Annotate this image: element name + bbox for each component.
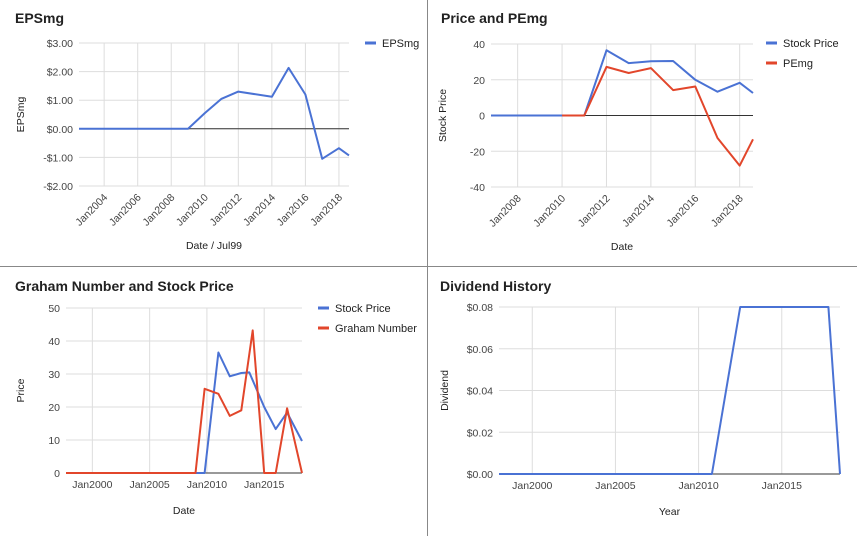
- y-tick-label: $2.00: [47, 67, 73, 79]
- x-tick-label: Jan2008: [487, 193, 524, 230]
- chart-title: Graham Number and Stock Price: [15, 278, 234, 294]
- y-tick-label: 40: [48, 336, 60, 348]
- x-tick-label: Jan2004: [73, 192, 110, 229]
- x-tick-label: Jan2012: [207, 192, 244, 229]
- x-tick-label: Jan2005: [595, 480, 635, 492]
- x-tick-label: Jan2006: [107, 192, 144, 229]
- y-tick-label: 0: [479, 111, 485, 123]
- y-tick-label: $0.04: [467, 386, 493, 398]
- y-tick-label: $1.00: [47, 95, 73, 107]
- series-line-pemg: [562, 65, 754, 167]
- y-tick-label: 20: [48, 402, 60, 414]
- panel-divider-vertical: [427, 0, 428, 536]
- x-tick-label: Jan2000: [512, 480, 552, 492]
- y-tick-label: 0: [54, 468, 60, 480]
- legend-label: PEmg: [783, 58, 813, 70]
- graham-chart: Graham Number and Stock Price 50 40 30 20 10 0…: [15, 278, 417, 517]
- x-tick-label: Jan2010: [187, 479, 227, 491]
- y-tick-label: 30: [48, 369, 60, 381]
- y-tick-label: -$1.00: [43, 152, 73, 164]
- y-axis-label: Price: [15, 378, 27, 402]
- legend-label: Stock Price: [335, 303, 391, 315]
- eps-chart: EPSmg$3.00$2.00$1.00$0.00-$1.00-$2.00Jan…: [15, 10, 419, 252]
- x-axis-label: Date / Jul99: [186, 240, 242, 252]
- legend-label: Stock Price: [783, 38, 839, 50]
- chart-title: EPSmg: [15, 10, 64, 26]
- y-tick-label: -20: [470, 146, 485, 158]
- x-tick-label: Jan2000: [72, 479, 112, 491]
- x-tick-label: Jan2016: [664, 193, 701, 230]
- legend-label: EPSmg: [382, 38, 419, 50]
- x-axis-label: Year: [659, 506, 681, 518]
- chart-title: Dividend History: [440, 278, 551, 294]
- y-tick-label: 50: [48, 303, 60, 315]
- x-tick-label: Jan2010: [531, 193, 568, 230]
- x-tick-label: Jan2018: [709, 193, 746, 230]
- x-tick-label: Jan2014: [620, 193, 657, 230]
- y-tick-label: $3.00: [47, 38, 73, 50]
- panel-divider-horizontal: [0, 266, 857, 267]
- eps-chart-panel: EPSmg $3.00 $2.00 $1.00 $0.00 -$1.00 -$2.00 Jan…: [0, 0, 427, 266]
- x-axis-label: Date: [611, 241, 633, 253]
- x-tick-label: Jan2018: [308, 192, 345, 229]
- legend-label: Graham Number: [335, 323, 417, 335]
- price-pe-chart-panel: Price and PEmg 40 20 0 -20 -40 Jan2008 Jan2010 J…: [428, 0, 857, 266]
- series-line-graham-number: [66, 329, 303, 474]
- y-tick-label: 40: [473, 39, 485, 51]
- x-tick-label: Jan2010: [174, 192, 211, 229]
- x-tick-label: Jan2015: [762, 480, 802, 492]
- x-tick-label: Jan2010: [678, 480, 718, 492]
- y-tick-label: 10: [48, 435, 60, 447]
- x-tick-label: Jan2008: [140, 192, 177, 229]
- y-tick-label: $0.08: [467, 302, 493, 314]
- y-axis-label: EPSmg: [15, 97, 27, 133]
- y-tick-label: $0.00: [467, 469, 493, 481]
- series-line-stock-price: [491, 49, 754, 117]
- y-tick-label: 20: [473, 75, 485, 87]
- x-tick-label: Jan2014: [241, 192, 278, 229]
- y-tick-label: -$2.00: [43, 181, 73, 193]
- series-line-stock-price: [66, 351, 303, 474]
- x-tick-label: Jan2016: [275, 192, 312, 229]
- y-axis-label: Dividend: [439, 370, 451, 411]
- chart-title: Price and PEmg: [441, 10, 548, 26]
- x-tick-label: Jan2005: [129, 479, 169, 491]
- y-tick-label: $0.06: [467, 344, 493, 356]
- y-tick-label: -40: [470, 182, 485, 194]
- dividend-chart: Dividend History $0.08 $0.06 $0.04 $0.02 $0.0…: [439, 278, 841, 518]
- y-axis-label: Stock Price: [437, 89, 449, 142]
- x-tick-label: Jan2015: [244, 479, 284, 491]
- dividend-chart-panel: Dividend History $0.08 $0.06 $0.04 $0.02 $0.0…: [428, 267, 857, 536]
- y-tick-label: $0.00: [47, 124, 73, 136]
- y-tick-label: $0.02: [467, 427, 493, 439]
- series-line-epsmg: [79, 66, 350, 160]
- series-line-dividend: [499, 306, 841, 475]
- x-tick-label: Jan2012: [576, 193, 613, 230]
- graham-chart-panel: Graham Number and Stock Price 50 40 30 20 10 0…: [0, 267, 427, 536]
- x-axis-label: Date: [173, 505, 195, 517]
